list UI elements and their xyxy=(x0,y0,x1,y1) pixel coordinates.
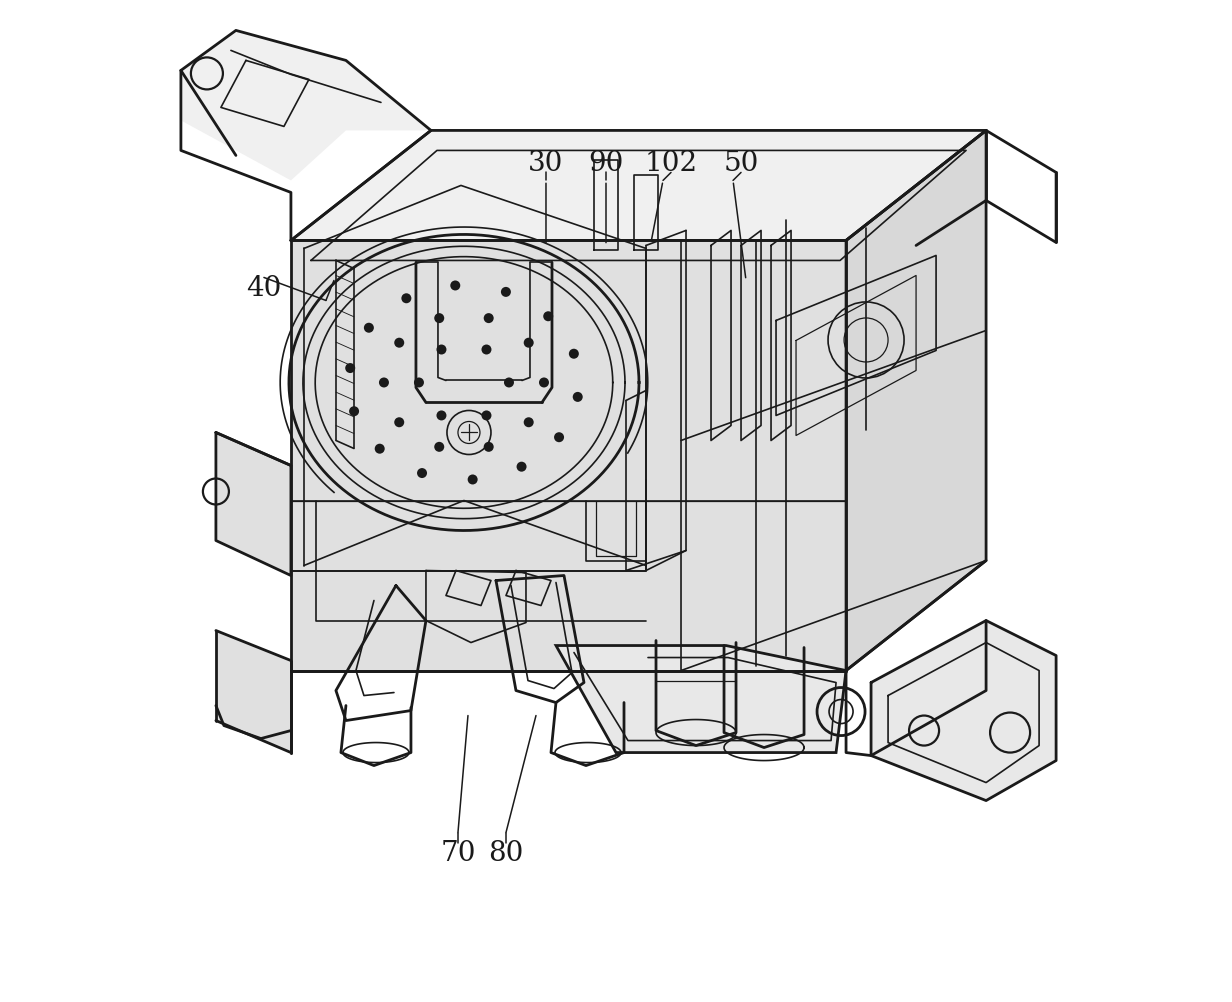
Circle shape xyxy=(379,378,389,388)
Text: 30: 30 xyxy=(529,149,564,176)
Text: 40: 40 xyxy=(246,275,282,302)
Polygon shape xyxy=(846,131,986,671)
Circle shape xyxy=(524,339,533,349)
Circle shape xyxy=(434,443,445,452)
Circle shape xyxy=(394,339,404,349)
Polygon shape xyxy=(216,433,291,576)
Circle shape xyxy=(436,411,446,421)
Circle shape xyxy=(484,443,494,452)
Circle shape xyxy=(554,433,564,443)
Circle shape xyxy=(516,462,526,472)
Text: 102: 102 xyxy=(644,149,697,176)
Circle shape xyxy=(402,294,411,304)
Circle shape xyxy=(394,418,404,428)
Text: 80: 80 xyxy=(488,840,524,866)
Circle shape xyxy=(414,378,424,388)
Circle shape xyxy=(450,282,461,292)
Circle shape xyxy=(538,378,549,388)
Circle shape xyxy=(363,324,373,334)
Polygon shape xyxy=(291,131,986,241)
Circle shape xyxy=(349,407,359,417)
Polygon shape xyxy=(871,621,1056,801)
Circle shape xyxy=(569,350,579,360)
Polygon shape xyxy=(181,31,431,181)
Text: 50: 50 xyxy=(723,149,759,176)
Circle shape xyxy=(504,378,514,388)
Text: 70: 70 xyxy=(440,840,476,866)
Circle shape xyxy=(436,345,446,355)
Polygon shape xyxy=(216,631,291,753)
Circle shape xyxy=(468,475,478,485)
Circle shape xyxy=(524,418,533,428)
Circle shape xyxy=(484,314,494,324)
Circle shape xyxy=(482,411,492,421)
Polygon shape xyxy=(291,241,846,671)
Circle shape xyxy=(375,444,384,454)
Polygon shape xyxy=(556,646,846,753)
Circle shape xyxy=(501,288,511,298)
Circle shape xyxy=(345,364,355,374)
Text: 90: 90 xyxy=(589,149,623,176)
Circle shape xyxy=(416,469,428,479)
Circle shape xyxy=(543,312,553,322)
Circle shape xyxy=(434,314,445,324)
Circle shape xyxy=(573,393,583,403)
Circle shape xyxy=(482,345,492,355)
